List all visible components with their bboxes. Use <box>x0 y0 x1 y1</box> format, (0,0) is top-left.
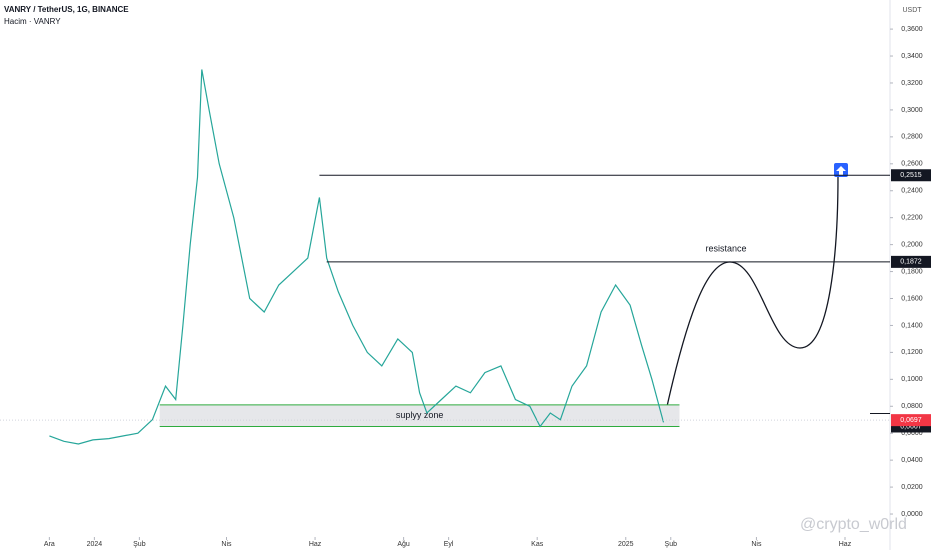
zone-bottom-label: 0,0667 <box>900 423 922 430</box>
x-tick-label: Kas <box>531 541 544 548</box>
x-tick-label: Eyl <box>444 541 454 548</box>
y-axis-label: USDT <box>902 7 922 14</box>
y-tick-label: 0,1400 <box>901 322 923 329</box>
x-tick-label: Nis <box>751 541 762 548</box>
chart-title: VANRY / TetherUS, 1G, BINANCE <box>4 5 129 14</box>
price-line <box>49 69 665 445</box>
annotation: resistance <box>705 243 746 253</box>
x-tick-label: 2024 <box>87 541 103 548</box>
y-tick-label: 0,1200 <box>901 349 923 356</box>
y-tick-label: 0,2000 <box>901 241 923 248</box>
y-tick-label: 0,2400 <box>901 188 923 195</box>
arrow-glyph <box>836 166 846 175</box>
y-tick-label: 0,1000 <box>901 376 923 383</box>
y-tick-label: 0,3000 <box>901 107 923 114</box>
x-tick-label: 2025 <box>618 541 634 548</box>
x-tick-label: Şub <box>665 541 678 548</box>
y-tick-label: 0,3400 <box>901 53 923 60</box>
y-tick-label: 0,0400 <box>901 457 923 464</box>
y-tick-label: 0,1800 <box>901 268 923 275</box>
x-tick-label: Haz <box>839 541 852 548</box>
y-tick-label: 0,0800 <box>901 403 923 410</box>
x-tick-label: Ara <box>44 541 55 548</box>
y-tick-label: 0,0600 <box>901 430 923 437</box>
current-price-tag <box>891 414 931 427</box>
projection-curve <box>663 175 839 421</box>
y-tick-label: 0,3200 <box>901 80 923 87</box>
y-tick-label: 0,0200 <box>901 484 923 491</box>
y-tick-label: 0,0000 <box>901 511 923 518</box>
x-tick-label: Şub <box>133 541 146 548</box>
chart-subtitle: Hacim · VANRY <box>4 17 61 26</box>
y-tick-label: 0,2200 <box>901 215 923 222</box>
zone-label: suplyy zone <box>396 410 444 420</box>
y-tick-label: 0,3600 <box>901 26 923 33</box>
supply-zone <box>159 404 680 427</box>
level-label: 0,1872 <box>900 259 922 266</box>
y-tick-label: 0,2600 <box>901 161 923 168</box>
level-label: 0,2515 <box>900 172 922 179</box>
level-tag <box>891 169 931 182</box>
x-tick-label: Ağu <box>397 541 410 548</box>
x-tick-label: Nis <box>221 541 232 548</box>
level-tag <box>891 255 931 268</box>
watermark: @crypto_w0rld <box>800 516 907 533</box>
y-tick-label: 0,1600 <box>901 295 923 302</box>
current-price-label: 0,0697 <box>900 417 922 424</box>
x-tick-label: Haz <box>309 541 322 548</box>
y-tick-label: 0,2800 <box>901 134 923 141</box>
